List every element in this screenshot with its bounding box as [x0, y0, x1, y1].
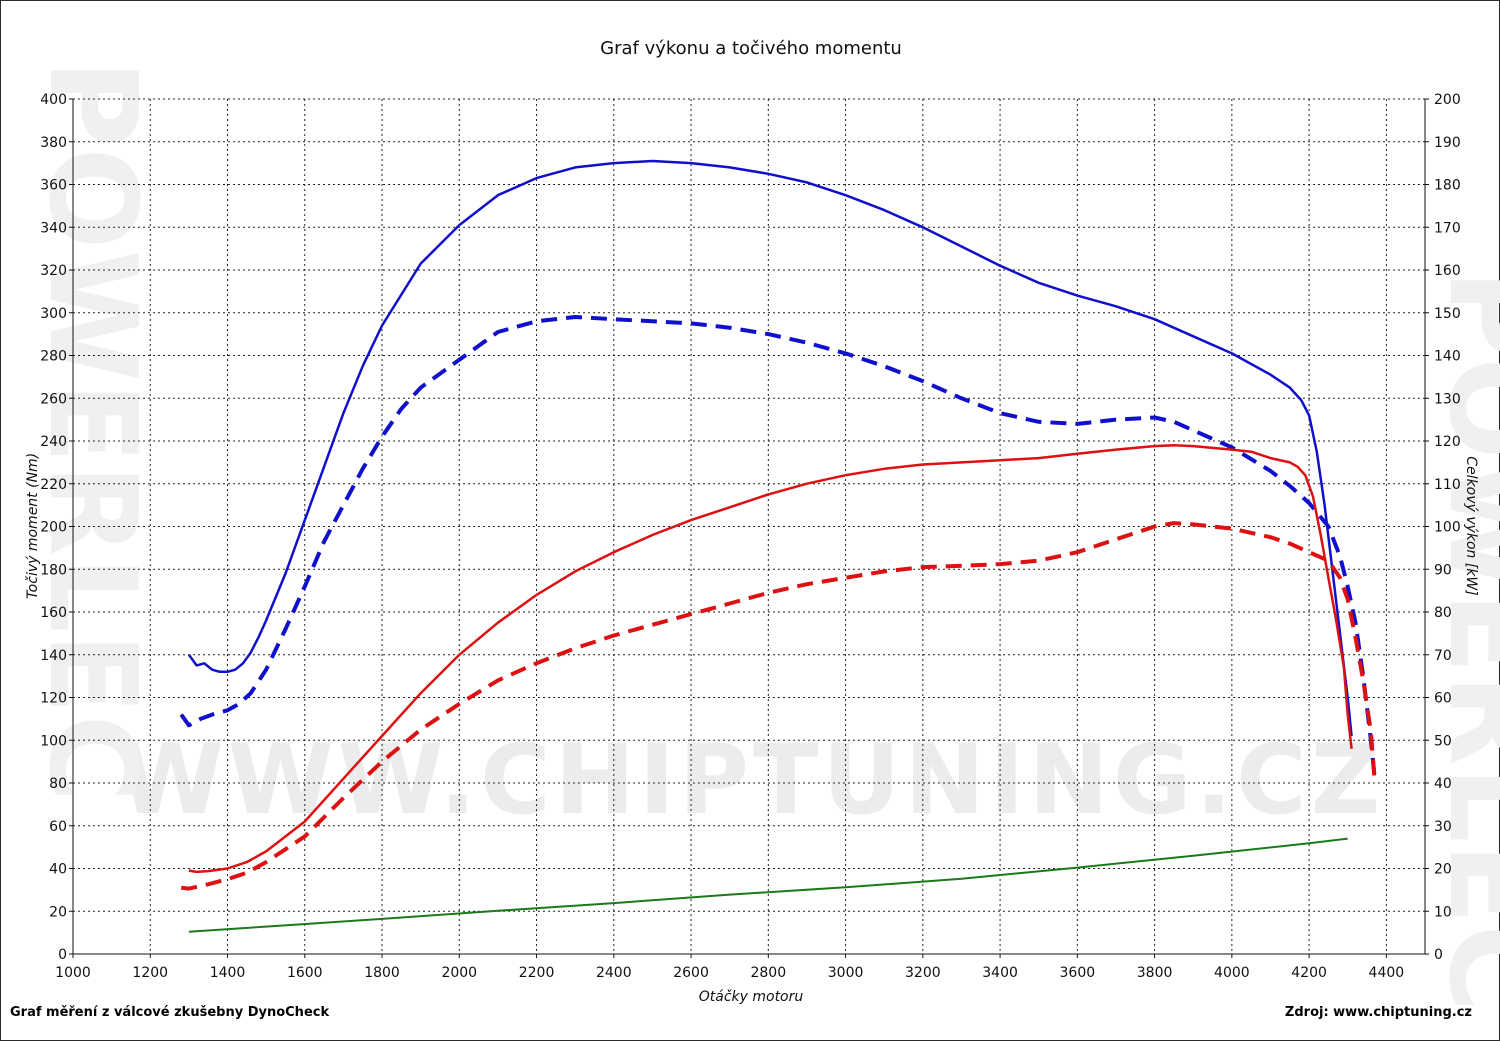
x-tick-label: 2200 — [519, 965, 555, 981]
y-tick-label-left: 120 — [40, 691, 67, 707]
watermark-text: WWW.CHIPTUNING.CZ — [118, 724, 1384, 836]
power-stock-line — [180, 521, 1377, 891]
y-tick-label-left: 200 — [40, 520, 67, 536]
x-tick-label: 1000 — [55, 965, 91, 981]
y-tick-label-right: 110 — [1434, 477, 1461, 493]
torque-stock-line — [179, 315, 1377, 779]
x-tick-label: 1600 — [287, 965, 323, 981]
y-tick-label-left: 360 — [40, 178, 67, 194]
y-tick-label-right: 70 — [1434, 648, 1452, 664]
x-tick-label: 3400 — [982, 965, 1018, 981]
x-tick-label: 3200 — [905, 965, 941, 981]
y-tick-label-left: 240 — [40, 434, 67, 450]
y-tick-label-right: 0 — [1434, 947, 1443, 963]
y-tick-label-right: 40 — [1434, 776, 1452, 792]
x-tick-label: 1800 — [364, 965, 400, 981]
y-tick-label-left: 100 — [40, 733, 67, 749]
y-tick-label-left: 280 — [40, 349, 67, 365]
x-tick-label: 2800 — [750, 965, 786, 981]
y-tick-label-left: 400 — [40, 92, 67, 108]
y-tick-label-right: 200 — [1434, 92, 1461, 108]
y-tick-label-right: 180 — [1434, 178, 1461, 194]
chart-title: Graf výkonu a točivého momentu — [600, 38, 902, 59]
y-tick-label-right: 90 — [1434, 562, 1452, 578]
x-tick-label: 2400 — [596, 965, 632, 981]
y-tick-label-right: 30 — [1434, 819, 1452, 835]
x-tick-label: 1200 — [132, 965, 168, 981]
x-tick-label: 2000 — [441, 965, 477, 981]
y-tick-label-right: 20 — [1434, 862, 1452, 878]
y-tick-label-left: 40 — [49, 862, 67, 878]
y-tick-label-left: 20 — [49, 904, 67, 920]
watermark-side-left: POWERLEC — [22, 59, 161, 802]
y-tick-label-left: 80 — [49, 776, 67, 792]
x-tick-label: 3000 — [828, 965, 864, 981]
y-tick-label-right: 10 — [1434, 904, 1452, 920]
y-tick-label-right: 140 — [1434, 349, 1461, 365]
y-tick-label-right: 150 — [1434, 306, 1461, 322]
y-tick-label-left: 0 — [58, 947, 67, 963]
y-axis-label-right: Celkový výkon [kW] — [1463, 456, 1479, 595]
y-tick-label-right: 160 — [1434, 263, 1461, 279]
y-tick-label-left: 380 — [40, 135, 67, 151]
watermark-side-right: POWERLEC — [1422, 269, 1500, 1012]
y-axis-label-left: Točivý moment (Nm) — [25, 453, 41, 599]
footer-source-link: Zdroj: www.chiptuning.cz — [1284, 1005, 1472, 1020]
footer-source-note: Graf měření z válcové zkušebny DynoCheck — [10, 1005, 330, 1020]
x-tick-label: 4000 — [1214, 965, 1250, 981]
power-tuned-line — [188, 444, 1353, 874]
y-tick-label-left: 60 — [49, 819, 67, 835]
y-tick-label-right: 60 — [1434, 691, 1452, 707]
y-tick-label-left: 140 — [40, 648, 67, 664]
x-tick-label: 2600 — [673, 965, 709, 981]
grid-lines — [73, 98, 1425, 954]
y-tick-label-left: 320 — [40, 263, 67, 279]
x-axis-label: Otáčky motoru — [699, 989, 804, 1005]
y-tick-label-left: 160 — [40, 605, 67, 621]
y-tick-label-right: 190 — [1434, 135, 1461, 151]
y-tick-label-left: 260 — [40, 391, 67, 407]
y-tick-label-left: 180 — [40, 562, 67, 578]
loss-power-line — [188, 837, 1348, 933]
x-tick-label: 3600 — [1060, 965, 1096, 981]
y-tick-label-right: 80 — [1434, 605, 1452, 621]
y-tick-label-right: 120 — [1434, 434, 1461, 450]
x-tick-label: 3800 — [1137, 965, 1173, 981]
y-tick-label-right: 130 — [1434, 391, 1461, 407]
y-tick-label-right: 100 — [1434, 520, 1461, 536]
y-tick-label-right: 170 — [1434, 220, 1461, 236]
y-tick-label-right: 50 — [1434, 733, 1452, 749]
y-tick-label-left: 220 — [40, 477, 67, 493]
y-tick-label-left: 300 — [40, 306, 67, 322]
x-tick-label: 1400 — [210, 965, 246, 981]
x-tick-label: 4400 — [1369, 965, 1405, 981]
y-tick-label-left: 340 — [40, 220, 67, 236]
torque-tuned-line — [187, 159, 1353, 737]
x-tick-label: 4200 — [1291, 965, 1327, 981]
